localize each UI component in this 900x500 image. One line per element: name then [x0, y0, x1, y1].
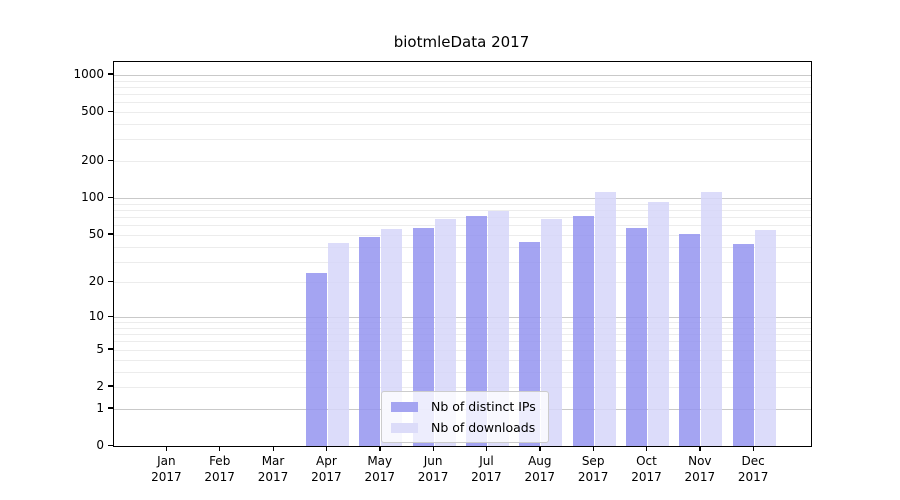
- legend-label: Nb of distinct IPs: [431, 399, 536, 414]
- x-tick-mark: [219, 446, 221, 451]
- x-tick-mark: [752, 446, 754, 451]
- gridline-minor: [114, 334, 811, 336]
- bar-downloads: [701, 191, 723, 446]
- bar-distinct-ips: [625, 227, 647, 446]
- x-tick-label: Feb 2017: [204, 454, 235, 484]
- gridline-minor: [114, 349, 811, 351]
- gridline-minor: [114, 327, 811, 329]
- gridline-minor: [114, 261, 811, 263]
- y-tick-mark: [108, 196, 113, 198]
- gridline-minor: [114, 359, 811, 361]
- x-tick-label: Jun 2017: [417, 454, 449, 484]
- y-tick-label: 1: [96, 400, 104, 415]
- y-tick-mark: [108, 110, 113, 112]
- gridline-minor: [114, 322, 811, 324]
- y-tick-mark: [108, 233, 113, 235]
- y-tick-mark: [108, 348, 113, 350]
- y-tick-mark: [108, 73, 113, 75]
- bar-downloads: [541, 219, 563, 446]
- x-tick-label: Mar 2017: [257, 454, 289, 484]
- x-tick-label: Dec 2017: [737, 454, 769, 484]
- x-tick-mark: [485, 446, 488, 451]
- y-tick-mark: [108, 280, 113, 283]
- x-tick-mark: [432, 446, 434, 451]
- y-tick-label: 5: [96, 341, 104, 356]
- gridline-minor: [114, 124, 811, 126]
- x-tick-label: Nov 2017: [684, 454, 716, 484]
- y-tick-mark: [108, 385, 113, 387]
- x-tick-mark: [165, 446, 168, 451]
- gridline-minor: [114, 217, 811, 219]
- y-tick-label: 500: [81, 104, 104, 119]
- x-tick-mark: [645, 446, 648, 451]
- y-tick-label: 0: [96, 438, 104, 452]
- gridline-major: [114, 317, 811, 319]
- gridline-minor: [114, 209, 811, 211]
- y-tick-mark: [108, 159, 113, 161]
- y-tick-label: 100: [81, 190, 104, 205]
- legend-entry-downloads: Nb of downloads: [391, 419, 536, 436]
- x-tick-mark: [699, 446, 701, 451]
- gridline-minor: [114, 161, 811, 163]
- legend-swatch-downloads: [391, 422, 418, 433]
- y-tick-mark: [108, 444, 113, 446]
- gridline-minor: [114, 80, 811, 82]
- gridline-minor: [114, 112, 811, 114]
- bar-distinct-ips: [465, 216, 487, 446]
- plot-area: Nb of distinct IPs Nb of downloads: [113, 61, 812, 447]
- gridline-minor: [114, 234, 811, 236]
- bar-distinct-ips: [359, 236, 381, 446]
- gridline-minor: [114, 225, 811, 227]
- legend-entry-distinct-ips: Nb of distinct IPs: [391, 398, 536, 415]
- bar-distinct-ips: [732, 243, 754, 446]
- bar-downloads: [647, 201, 669, 446]
- y-tick-label: 50: [88, 226, 104, 241]
- bar-distinct-ips: [572, 216, 594, 446]
- x-tick-mark: [325, 446, 328, 451]
- x-tick-label: Aug 2017: [524, 454, 556, 484]
- gridline-major: [114, 198, 811, 200]
- y-tick-mark: [108, 315, 113, 317]
- x-tick-label: Oct 2017: [631, 454, 662, 484]
- x-tick-label: Jul 2017: [471, 454, 502, 484]
- y-tick-mark: [108, 407, 113, 409]
- y-tick-label: 200: [81, 153, 104, 168]
- bar-downloads: [327, 242, 349, 446]
- x-tick-label: Jan 2017: [151, 454, 182, 484]
- gridline-minor: [114, 341, 811, 343]
- bar-downloads: [434, 218, 456, 446]
- legend: Nb of distinct IPs Nb of downloads: [381, 391, 549, 443]
- y-tick-label: 1000: [73, 66, 104, 81]
- bar-distinct-ips: [679, 233, 701, 446]
- bar-downloads: [754, 229, 776, 446]
- gridline-minor: [114, 139, 811, 141]
- x-tick-mark: [272, 446, 274, 451]
- gridline-minor: [114, 246, 811, 248]
- y-tick-label: 20: [88, 274, 104, 289]
- y-tick-label: 10: [88, 309, 104, 324]
- bar-downloads: [594, 191, 616, 446]
- x-tick-label: May 2017: [364, 454, 395, 484]
- gridline-minor: [114, 94, 811, 96]
- bar-distinct-ips: [305, 273, 327, 446]
- y-tick-label: 2: [96, 378, 104, 393]
- bar-downloads: [487, 210, 509, 446]
- gridline-major: [114, 74, 811, 76]
- gridline-minor: [114, 203, 811, 205]
- x-tick-mark: [539, 446, 541, 451]
- x-tick-label: Sep 2017: [577, 454, 609, 484]
- x-tick-mark: [379, 446, 381, 451]
- gridline-minor: [114, 86, 811, 88]
- legend-label: Nb of downloads: [431, 420, 536, 435]
- gridline-minor: [114, 282, 811, 284]
- gridline-minor: [114, 102, 811, 104]
- chart-title: biotmleData 2017: [393, 33, 530, 51]
- gridline-minor: [114, 386, 811, 388]
- gridline-minor: [114, 371, 811, 373]
- x-tick-mark: [592, 446, 594, 451]
- legend-swatch-distinct-ips: [391, 401, 418, 412]
- x-tick-label: Apr 2017: [311, 454, 342, 484]
